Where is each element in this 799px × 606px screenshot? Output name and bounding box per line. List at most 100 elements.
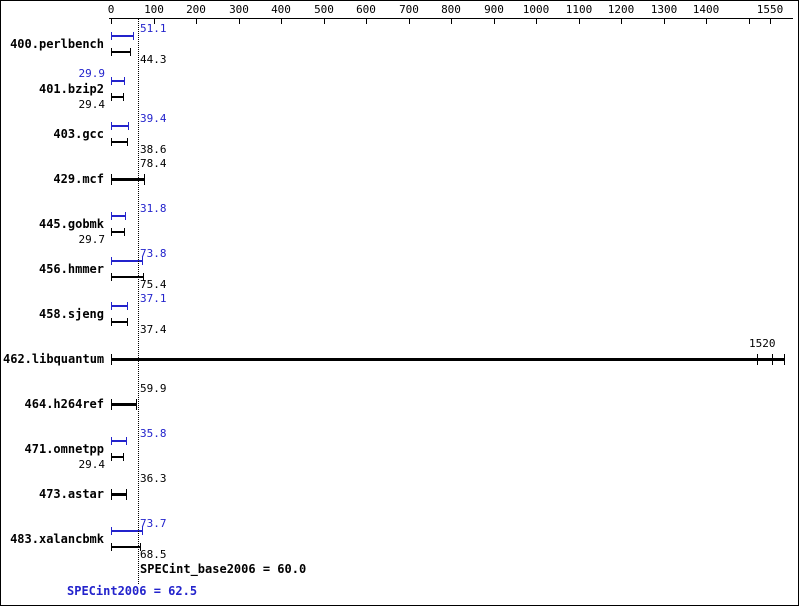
bar-cap [111, 453, 112, 461]
x-axis-tick [664, 18, 665, 24]
bar-cap [111, 122, 112, 130]
bar-cap [136, 399, 137, 410]
x-axis-tick-label: 700 [399, 3, 419, 16]
x-axis-tick-label: 900 [484, 3, 504, 16]
bar-cap [757, 354, 758, 365]
peak-value-label: 29.9 [78, 67, 106, 80]
benchmark-name: 458.sjeng [38, 307, 104, 321]
bar-cap [143, 273, 144, 281]
x-axis-tick-label: 200 [186, 3, 206, 16]
x-axis-tick [281, 18, 282, 24]
bar-cap [140, 543, 141, 551]
bar-cap [127, 302, 128, 310]
base-value-label: 75.4 [140, 278, 167, 291]
bar-cap [111, 93, 112, 101]
bar-cap [111, 174, 112, 185]
bar-cap [144, 174, 145, 185]
bar-cap [133, 32, 134, 40]
x-axis-tick-label: 1300 [650, 3, 678, 16]
benchmark-name: 429.mcf [53, 172, 104, 186]
bar-line [111, 125, 128, 127]
bar-cap [127, 138, 128, 146]
benchmark-name: 462.libquantum [3, 352, 105, 366]
x-axis-tick-label: 600 [356, 3, 376, 16]
bar-line [111, 456, 123, 458]
base-value-label: 29.4 [78, 98, 106, 111]
x-axis-tick-label: 1100 [565, 3, 593, 16]
base-value-label: 68.5 [140, 548, 167, 561]
single-bar-line [111, 178, 144, 181]
bar-line [111, 276, 143, 278]
bar-cap [126, 437, 127, 445]
value-label: 36.3 [140, 472, 167, 485]
benchmark-name: 400.perlbench [10, 37, 104, 51]
bar-cap [111, 212, 112, 220]
bar-line [111, 305, 127, 307]
single-bar-line [111, 493, 126, 496]
bar-cap [130, 48, 131, 56]
x-axis-tick-label: 400 [271, 3, 291, 16]
x-axis-tick [409, 18, 410, 24]
value-label: 59.9 [140, 382, 167, 395]
x-axis-tick [196, 18, 197, 24]
bar-cap [111, 138, 112, 146]
peak-value-label: 35.8 [140, 427, 167, 440]
x-axis-tick-label: 300 [229, 3, 249, 16]
value-label: 1520 [749, 337, 776, 350]
value-label: 78.4 [140, 157, 167, 170]
x-axis-tick-label: 1550 [756, 3, 784, 16]
bar-cap [111, 354, 112, 365]
base-value-label: 29.7 [78, 233, 106, 246]
x-axis-tick [579, 18, 580, 24]
benchmark-name: 401.bzip2 [38, 82, 104, 96]
peak-value-label: 73.8 [140, 247, 167, 260]
single-bar-line [111, 403, 136, 406]
bar-line [111, 440, 126, 442]
single-bar-line [111, 358, 785, 361]
bar-cap [124, 228, 125, 236]
bar-cap [111, 399, 112, 410]
x-axis-tick-label: 100 [144, 3, 164, 16]
bar-line [111, 231, 124, 233]
bar-cap [123, 453, 124, 461]
x-axis-tick-label: 500 [314, 3, 334, 16]
bar-cap [123, 93, 124, 101]
bar-cap [124, 77, 125, 85]
bar-line [111, 51, 130, 53]
benchmark-name: 464.h264ref [24, 397, 104, 411]
x-axis-tick [536, 18, 537, 24]
bar-cap [126, 489, 127, 500]
peak-value-label: 73.7 [140, 517, 167, 530]
base-value-label: 37.4 [140, 323, 167, 336]
x-axis-tick-label: 0 [107, 3, 115, 16]
peak-value-label: 39.4 [140, 112, 167, 125]
peak-value-label: 31.8 [140, 202, 167, 215]
bar-line [111, 80, 124, 82]
bar-cap [111, 489, 112, 500]
bar-line [111, 260, 142, 262]
x-axis-tick [706, 18, 707, 24]
footer-base-text: SPECint_base2006 = 60.0 [140, 562, 307, 576]
x-axis-tick [366, 18, 367, 24]
x-axis-tick [239, 18, 240, 24]
bar-cap [772, 354, 773, 365]
bar-line [111, 215, 125, 217]
base-value-label: 38.6 [140, 143, 167, 156]
base-value-label: 29.4 [78, 458, 106, 471]
x-axis-tick [621, 18, 622, 24]
x-axis-tick [154, 18, 155, 24]
benchmark-name: 483.xalancbmk [10, 532, 104, 546]
base-value-label: 44.3 [140, 53, 167, 66]
bar-line [111, 35, 133, 37]
bar-cap [111, 32, 112, 40]
bar-line [111, 96, 123, 98]
x-axis-tick-label: 1200 [607, 3, 635, 16]
benchmark-name: 456.hmmer [38, 262, 104, 276]
x-axis-tick [324, 18, 325, 24]
bar-cap [142, 257, 143, 265]
x-axis-tick-label: 1000 [522, 3, 550, 16]
bar-cap [127, 318, 128, 326]
bar-line [111, 321, 127, 323]
bar-cap [142, 527, 143, 535]
